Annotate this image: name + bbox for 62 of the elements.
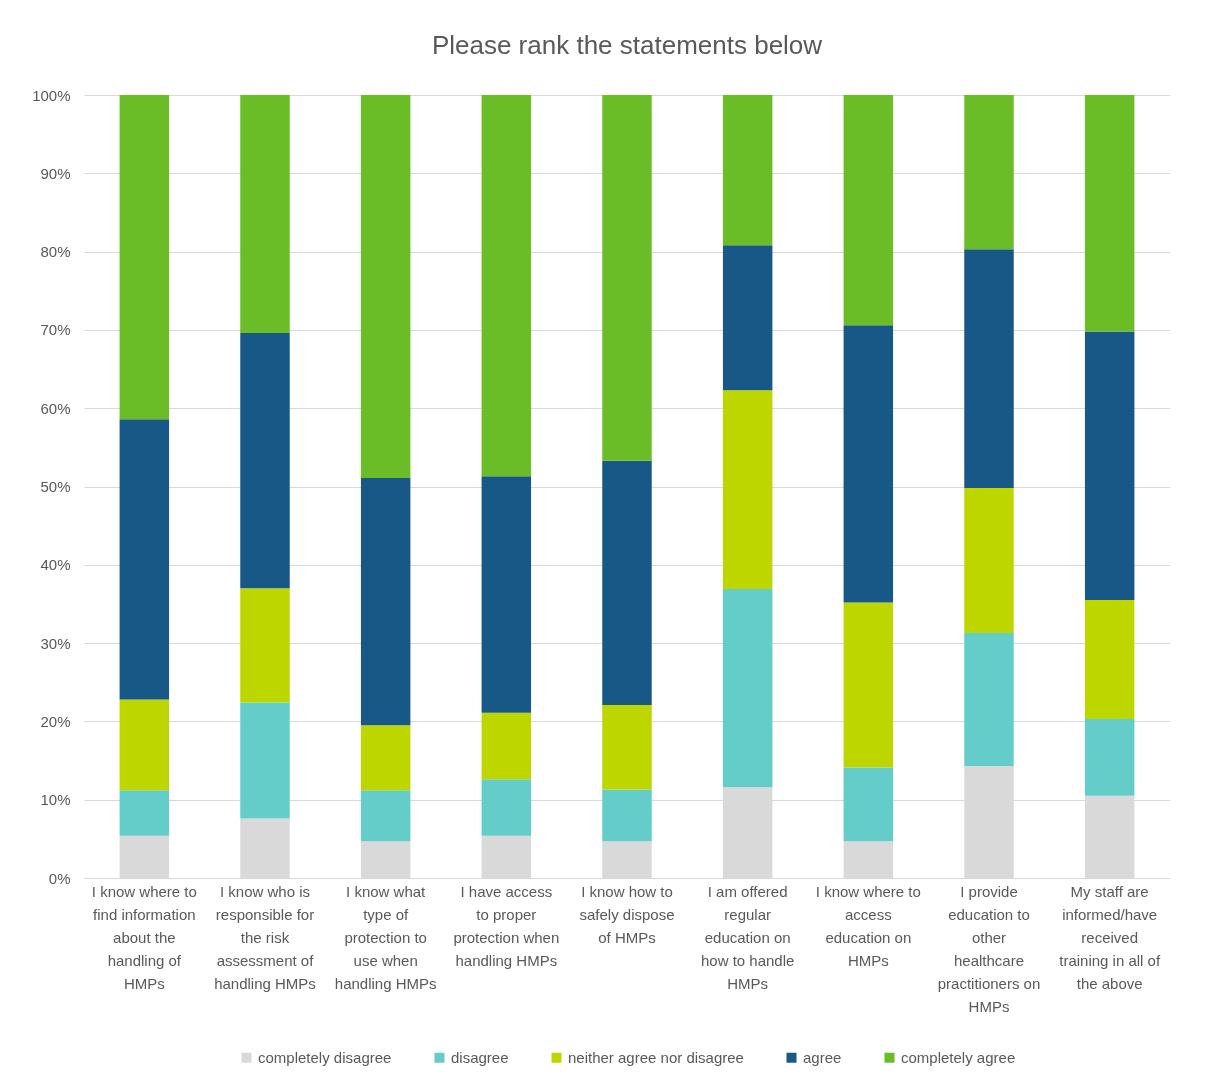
bar [360, 725, 411, 791]
x-tick-label: I know what type of protection to use when handling HMPs [334, 882, 437, 992]
x-tick-label: I have access to proper protection when handling HMPs [453, 882, 560, 969]
bar [843, 95, 894, 326]
bar [119, 95, 170, 420]
legend-label: completely agree [901, 1048, 1016, 1066]
y-tick-label: 10% [40, 791, 71, 809]
legend-label: completely disagree [258, 1048, 392, 1066]
legend-label: agree [803, 1048, 842, 1066]
bar [481, 476, 532, 713]
x-tick-label: I know how to safely dispose of HMPs [579, 882, 675, 946]
x-tick-label: I know where to find information about the handling of HMPs [91, 882, 197, 992]
bar [119, 790, 170, 836]
y-tick-label: 40% [40, 556, 71, 574]
bar [360, 790, 411, 842]
bar [240, 588, 290, 703]
bar [964, 632, 1014, 767]
x-tick-label: I know who is responsible for the risk assessment of handling HMPs [214, 882, 316, 992]
bar [360, 95, 411, 478]
y-tick-label: 30% [40, 634, 71, 652]
bar [964, 249, 1014, 489]
bar [1084, 331, 1135, 601]
x-tick-label: I know where to access education on HMPs [815, 882, 921, 969]
bar [843, 602, 894, 768]
bar [602, 789, 652, 842]
bar [240, 95, 290, 334]
bar [1084, 95, 1135, 332]
y-tick-label: 90% [40, 164, 71, 182]
y-tick-label: 50% [40, 478, 71, 495]
y-tick-label: 0% [48, 869, 71, 887]
y-tick-label: 70% [40, 321, 71, 339]
bar [240, 702, 290, 819]
bar [602, 95, 652, 461]
x-tick-label: I am offered regular education on how to handle HMPs [700, 882, 795, 992]
bar [602, 460, 652, 705]
legend-label: disagree [451, 1048, 509, 1066]
bar [722, 589, 773, 788]
bar [602, 704, 652, 790]
bar [481, 712, 532, 780]
legend-label: neither agree nor disagree [568, 1048, 744, 1066]
bar [360, 477, 411, 726]
bar [843, 767, 894, 842]
x-tick-label: I provide education to other healthcare practitioners on HMPs [937, 882, 1041, 1015]
bar [1084, 600, 1135, 720]
bar [119, 419, 170, 700]
bar [119, 699, 170, 791]
y-tick-label: 20% [40, 712, 71, 730]
bar [240, 333, 290, 589]
bar [722, 245, 773, 391]
bar [964, 488, 1014, 633]
bar [481, 95, 532, 477]
y-tick-label: 100% [32, 86, 71, 104]
bar [722, 390, 773, 590]
bar [843, 325, 894, 603]
y-tick-label: 80% [40, 243, 71, 261]
bar [964, 95, 1014, 250]
y-tick-label: 60% [40, 399, 71, 417]
x-tick-label: My staff are informed/have received training in all of the above [1059, 882, 1161, 992]
bar [722, 95, 773, 246]
bar [481, 779, 532, 836]
bar [1084, 719, 1135, 796]
chart-title: Please rank the statements below [431, 30, 823, 60]
